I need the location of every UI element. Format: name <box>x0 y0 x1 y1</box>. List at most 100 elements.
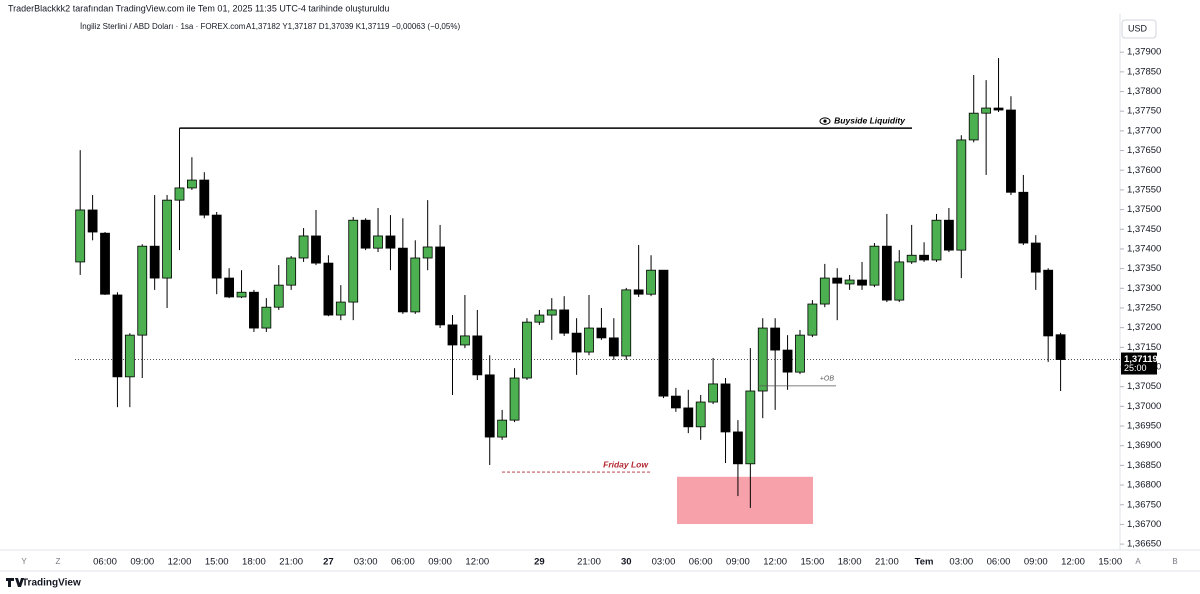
x-tick-label: 06:00 <box>689 557 713 568</box>
candle-body <box>534 314 545 323</box>
candle-body <box>757 327 768 392</box>
button[interactable]: Z <box>56 557 61 566</box>
candle-body <box>497 419 508 438</box>
x-tick-label: 15:00 <box>800 557 824 568</box>
button[interactable]: B <box>1172 557 1177 566</box>
candle-body <box>509 377 520 421</box>
x-tick-label: 06:00 <box>987 557 1011 568</box>
x-tick-label: 03:00 <box>354 557 378 568</box>
candle-body <box>100 232 110 295</box>
candle-body <box>546 309 557 316</box>
candle-body <box>919 254 929 261</box>
candle-body <box>770 327 781 351</box>
candle-body <box>621 289 632 357</box>
candle-body <box>795 334 805 373</box>
y-tick-label: 1,37400 <box>1127 243 1161 254</box>
candle-body <box>844 279 855 285</box>
candle-body <box>323 262 334 316</box>
y-tick-label: 1,37300 <box>1127 283 1161 294</box>
button[interactable]: A <box>1135 557 1141 566</box>
candle-body <box>137 245 148 336</box>
candle-body <box>149 245 160 279</box>
x-tick-label: 03:00 <box>949 557 973 568</box>
candle-body <box>211 214 222 279</box>
candle-body <box>224 277 235 298</box>
x-tick-label: 09:00 <box>130 557 154 568</box>
x-tick-label: 06:00 <box>93 557 117 568</box>
candle-body <box>348 219 359 303</box>
candle-body <box>1043 269 1054 337</box>
x-tick-label: 21:00 <box>875 557 899 568</box>
x-tick-label: 21:00 <box>279 557 303 568</box>
y-tick-label: 1,37650 <box>1127 145 1161 156</box>
author-line: TraderBlackkk2 tarafından TradingView.co… <box>8 3 389 13</box>
candle-body <box>708 383 719 403</box>
candle-body <box>87 209 98 233</box>
x-tick-label: 06:00 <box>391 557 415 568</box>
candle-body <box>75 209 86 263</box>
candle-body <box>646 269 656 295</box>
candle-body <box>683 407 694 428</box>
currency[interactable]: USD <box>1128 23 1148 33</box>
candle-body <box>112 294 123 378</box>
candle-body <box>906 254 917 263</box>
candle-body <box>956 139 967 251</box>
candle-body <box>720 383 731 433</box>
candle-body <box>373 235 383 249</box>
y-tick-label: 1,36700 <box>1127 519 1161 530</box>
price-box <box>1121 352 1157 375</box>
x-tick-label: 29 <box>534 557 545 568</box>
y-tick-label: 1,37000 <box>1127 401 1161 412</box>
brand-logo <box>6 578 24 587</box>
candle-body <box>993 107 1004 111</box>
y-tick-label: 1,37200 <box>1127 322 1161 333</box>
button[interactable]: Y <box>21 557 27 566</box>
candle-body <box>807 303 818 336</box>
eye-icon <box>819 117 831 125</box>
y-tick-label: 1,36650 <box>1127 539 1161 550</box>
y-tick-label: 1,37550 <box>1127 184 1161 195</box>
candle-body <box>261 306 272 329</box>
candle-body <box>745 390 756 465</box>
x-tick-label: 12:00 <box>465 557 489 568</box>
symbol-line: İngiliz Sterlini / ABD Doları · 1sa · FO… <box>80 22 246 31</box>
y-tick-label: 1,37750 <box>1127 106 1161 117</box>
currency-box[interactable] <box>1121 19 1157 39</box>
candle-body <box>484 374 495 438</box>
x-tick-label: 18:00 <box>838 557 862 568</box>
candle-body <box>410 257 421 313</box>
candle-body <box>1018 191 1029 244</box>
annotation-label: Buyside Liquidity <box>834 115 906 125</box>
x-tick-label: 12:00 <box>763 557 787 568</box>
candle-body <box>968 112 979 141</box>
candle-body <box>633 289 644 295</box>
x-tick-label: 12:00 <box>168 557 192 568</box>
y-tick-label: 1,37450 <box>1127 224 1161 235</box>
countdown: 25:00 <box>1124 363 1147 373</box>
candle-body <box>944 219 954 251</box>
candle-body <box>199 179 210 216</box>
x-tick-label: 21:00 <box>577 557 601 568</box>
candle-body <box>670 395 681 409</box>
candle-body <box>186 179 197 189</box>
x-tick-label: 15:00 <box>1098 557 1122 568</box>
x-tick-label: 03:00 <box>652 557 676 568</box>
candle-body <box>782 349 793 373</box>
candle-body <box>124 334 135 378</box>
annotation-label: Friday Low <box>603 459 649 469</box>
candle-body <box>460 335 470 346</box>
x-tick-label: Tem <box>915 557 934 568</box>
price-box-label: 1,37119 <box>1124 354 1158 365</box>
candle-body <box>571 332 582 353</box>
candle-body <box>894 261 905 301</box>
candle-body <box>174 187 185 201</box>
y-tick-label: 1,37850 <box>1127 66 1161 77</box>
candle-body <box>559 309 570 334</box>
candle-body <box>881 245 892 301</box>
candle-body <box>1055 334 1066 360</box>
candle-body <box>447 324 458 346</box>
y-tick-label: 1,36950 <box>1127 421 1161 432</box>
y-tick-label: 1,36750 <box>1127 499 1161 510</box>
candle-body <box>236 291 247 298</box>
candle-body <box>608 337 619 357</box>
